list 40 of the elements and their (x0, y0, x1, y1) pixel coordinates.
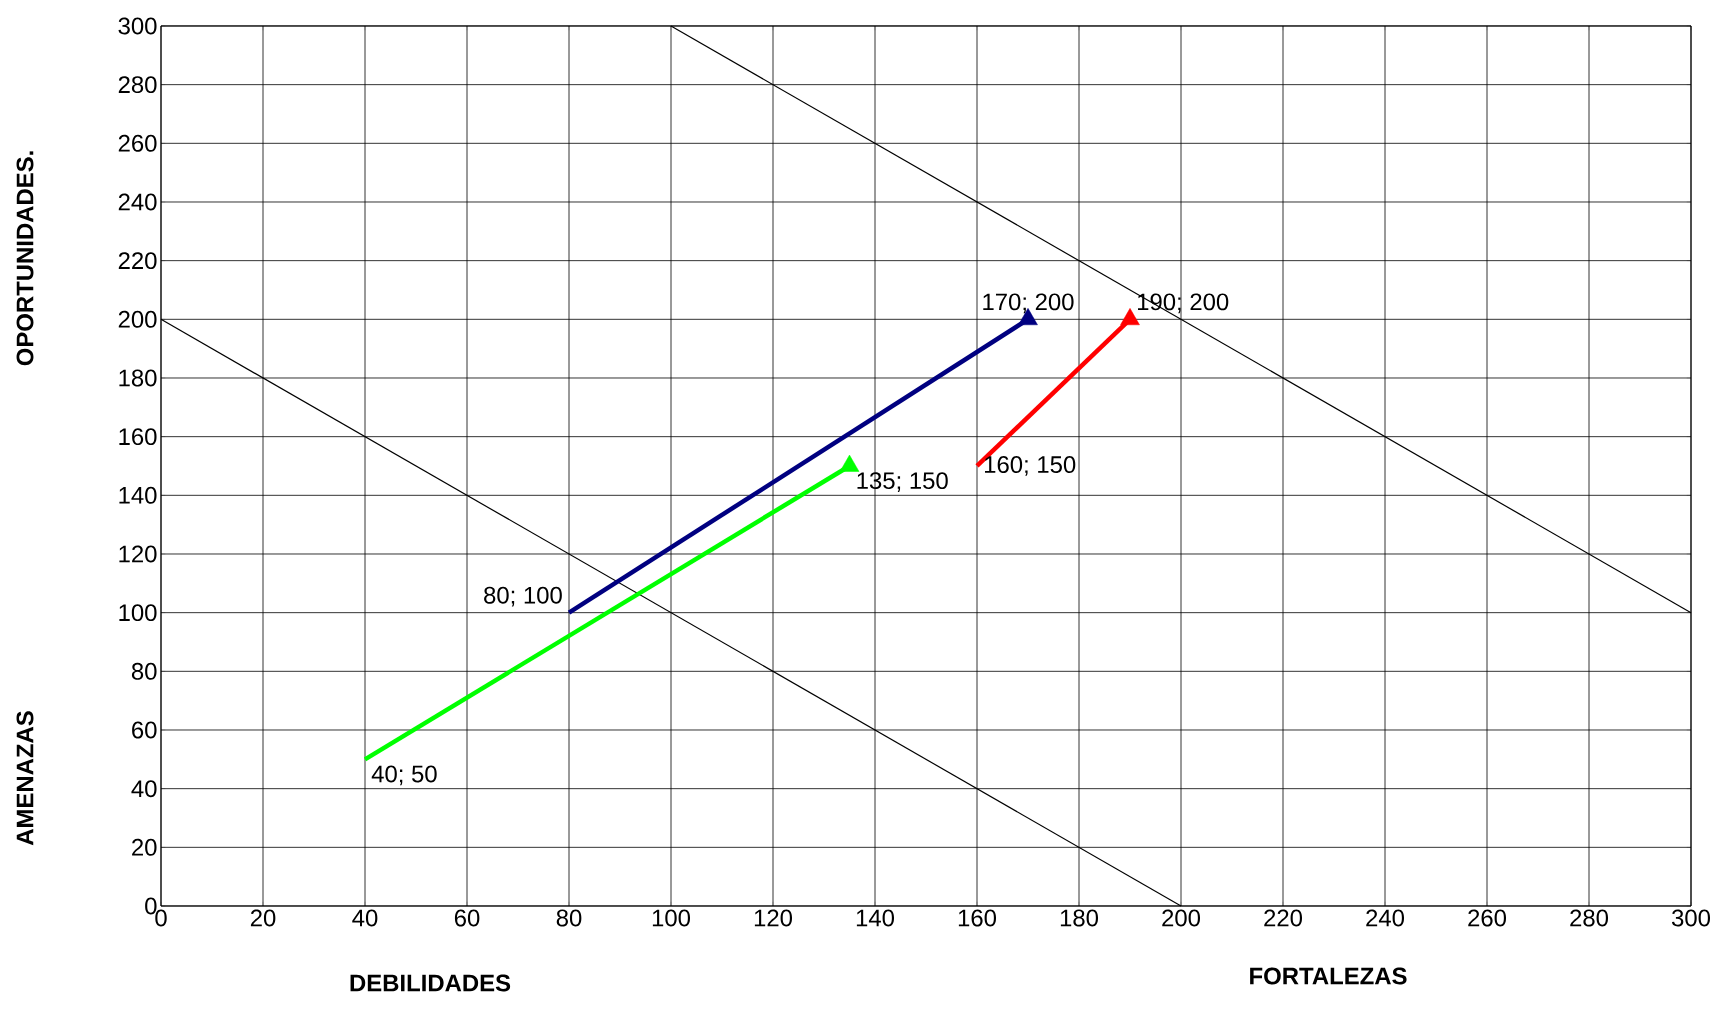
y-tick-label: 260 (118, 134, 157, 152)
y-tick-label: 200 (118, 310, 157, 328)
x-tick-label: 20 (250, 909, 276, 927)
x-tick-label: 300 (1671, 909, 1711, 927)
y-axis-title: OPORTUNIDADES. (16, 151, 34, 366)
x-tick-label: 280 (1570, 909, 1609, 927)
x-tick-label: 80 (556, 909, 582, 927)
text: AMENAZAS (16, 711, 34, 846)
x-tick-label: 220 (1264, 909, 1303, 927)
data-label: 170; 200 (983, 293, 1074, 314)
x-tick-label: 180 (1060, 909, 1099, 927)
y-tick-label: 0 (145, 897, 157, 915)
y-tick-label: 80 (131, 662, 157, 680)
data-label: 160; 150 (985, 456, 1076, 476)
x-tick-label: 120 (754, 909, 793, 927)
y-tick-label: 100 (119, 604, 157, 622)
y-tick-label: 220 (118, 252, 157, 270)
y-tick-label: 140 (119, 486, 157, 504)
x-tick-label: 140 (856, 909, 895, 927)
y-tick-label: 60 (132, 721, 157, 739)
data-label: 135; 150 (857, 472, 948, 492)
x-tick-label: 160 (958, 909, 997, 927)
x-axis-title: DEBILIDADES (350, 974, 511, 992)
y-tick-label: 120 (119, 545, 157, 563)
y-tick-label: 180 (119, 369, 157, 387)
x-tick-label: 200 (1162, 909, 1201, 927)
x-tick-label: 60 (454, 909, 480, 927)
x-tick-label: 100 (652, 909, 691, 927)
data-label: 80; 100 (484, 586, 562, 607)
text: FORTALEZAS (1250, 967, 1407, 985)
data-label: 40; 50 (371, 765, 437, 786)
y-tick-label: 20 (132, 838, 157, 856)
y-tick-label: 160 (119, 428, 157, 446)
x-tick-label: 40 (352, 909, 378, 927)
x-tick-label: 240 (1366, 909, 1405, 927)
y-tick-label: 40 (131, 780, 157, 798)
y-tick-label: 280 (118, 76, 157, 94)
y-tick-label: 300 (118, 17, 157, 35)
x-tick-label: 260 (1468, 909, 1507, 927)
y-tick-label: 240 (118, 193, 157, 211)
